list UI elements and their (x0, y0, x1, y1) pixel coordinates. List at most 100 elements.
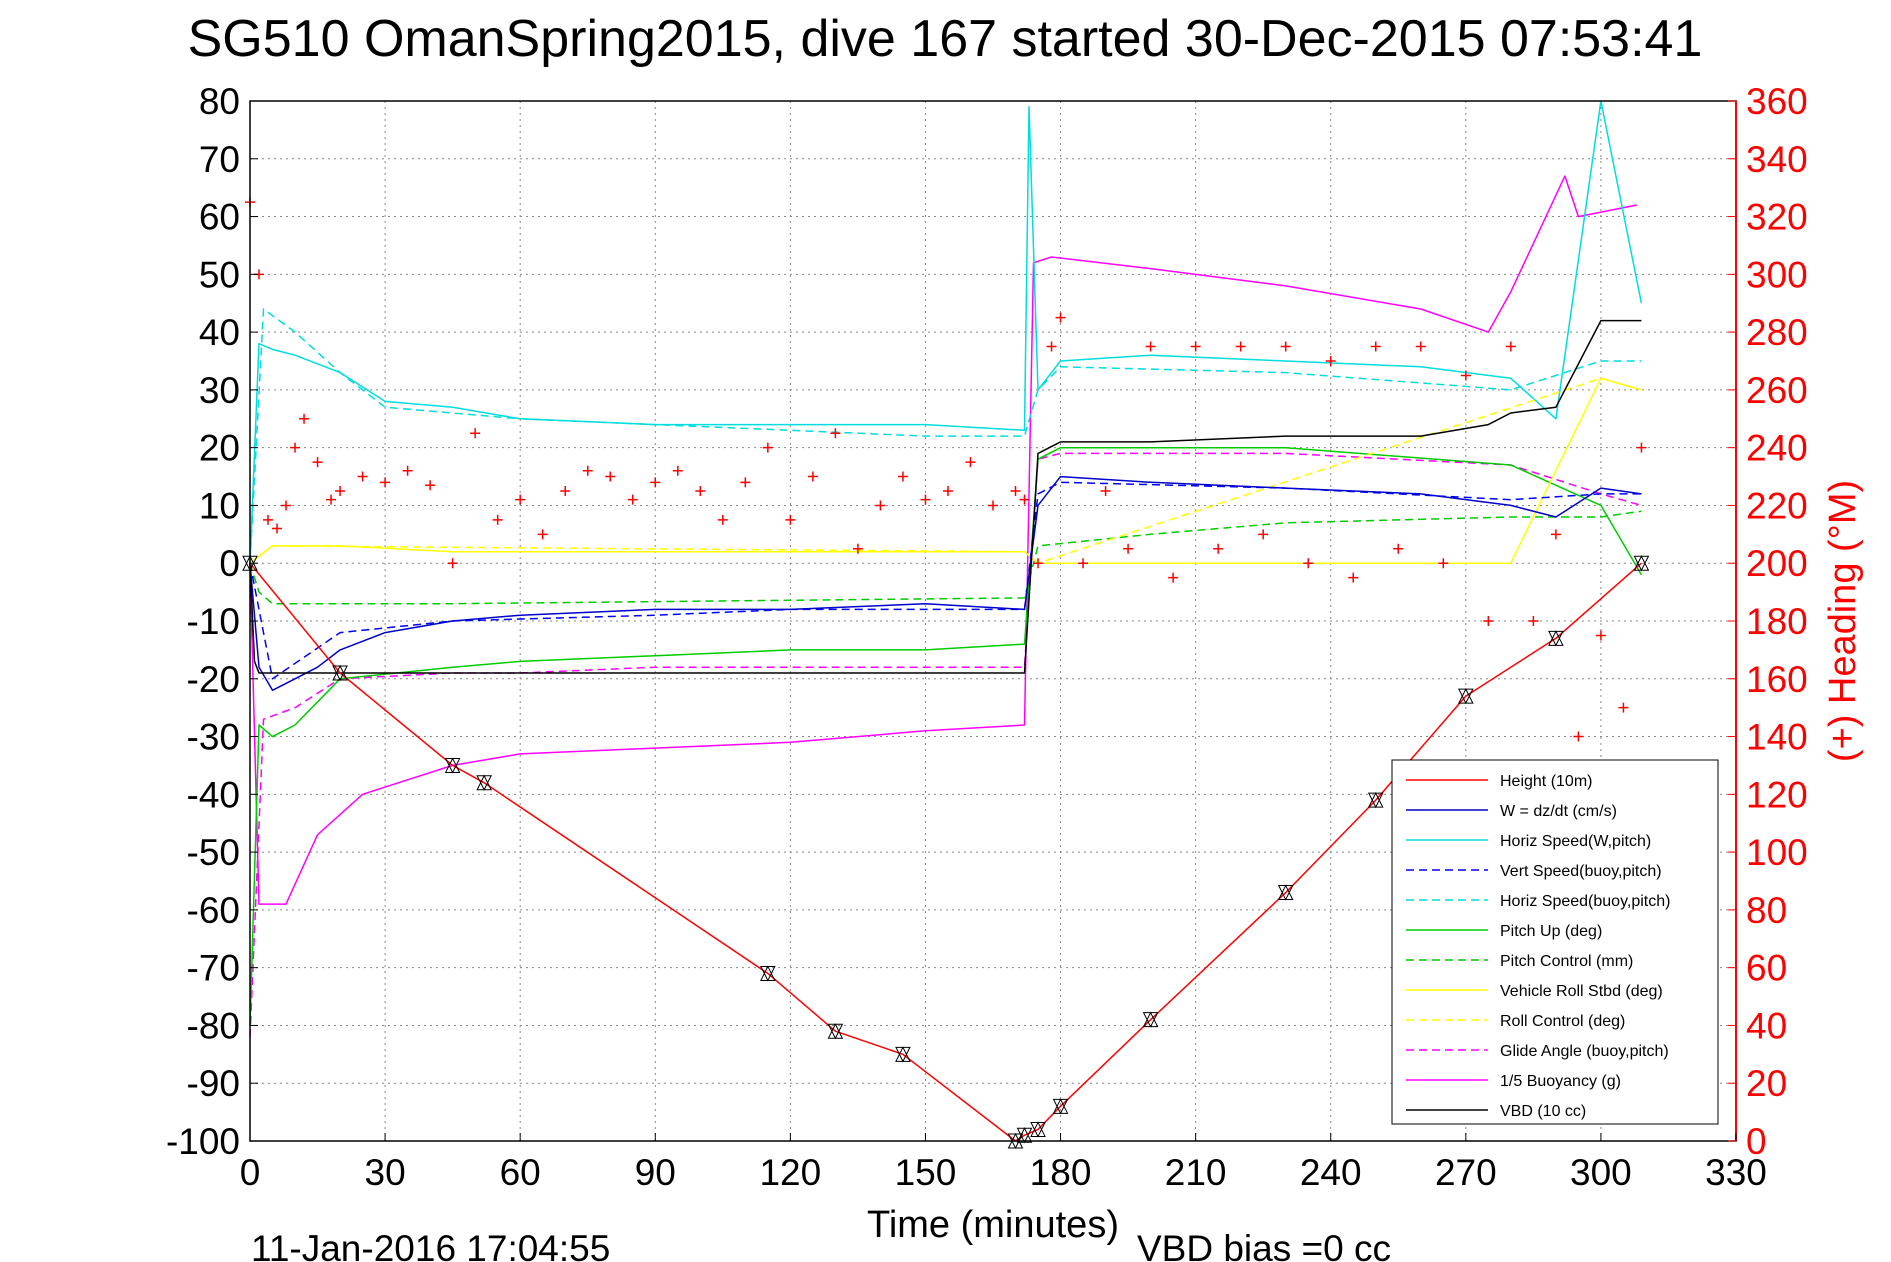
y-tick-label: -40 (187, 774, 240, 815)
y-tick-label: 50 (199, 254, 240, 295)
y2-tick-label: 320 (1746, 197, 1808, 238)
legend-entry: Pitch Control (mm) (1500, 953, 1633, 970)
heading-point (1100, 486, 1111, 496)
heading-point (402, 465, 413, 476)
heading-point (312, 457, 323, 468)
footer-note: VBD bias =0 cc (1137, 1228, 1391, 1262)
heading-point (785, 514, 796, 525)
y2-tick-label: 160 (1746, 659, 1808, 700)
y2-tick-label: 100 (1746, 832, 1808, 873)
y2-tick-label: 240 (1746, 428, 1808, 469)
heading-point (1348, 572, 1359, 583)
heading-point (1078, 558, 1089, 569)
heading-point (740, 477, 751, 488)
heading-point (515, 494, 526, 505)
height-marker (1548, 630, 1564, 647)
height-marker (1277, 884, 1294, 901)
heading-point (299, 413, 310, 424)
x-axis: 0 30 60 90 120 150 180 210 240 270 300 330 (240, 1133, 1767, 1193)
heading-point (830, 428, 841, 439)
series-layer (249, 100, 1643, 1142)
heading-point (357, 471, 368, 482)
heading-point (988, 500, 998, 511)
heading-point (560, 486, 571, 496)
heading-point (425, 480, 436, 491)
y2-tick-label: 0 (1746, 1121, 1767, 1162)
heading-point (1145, 341, 1156, 352)
heading-point (582, 465, 593, 476)
heading-point (1055, 312, 1066, 323)
series-line (249, 308, 1642, 564)
heading-point (380, 477, 391, 488)
chart-title: SG510 OmanSpring2015, dive 167 started 3… (188, 10, 1703, 68)
y-axis-left: 80 70 60 50 40 30 20 10 0 -10 -20 -30 -40 -50 -60 -70 -8… (166, 81, 258, 1162)
heading-point (717, 514, 728, 525)
y2-tick-label: 60 (1746, 948, 1787, 989)
y-tick-label: 70 (199, 139, 240, 180)
heading-point (1438, 558, 1449, 569)
heading-point (1235, 341, 1246, 352)
legend-entry: Height (10m) (1500, 773, 1592, 790)
legend-entry: 1/5 Buoyancy (g) (1500, 1073, 1621, 1090)
x-tick-label: 240 (1300, 1152, 1362, 1193)
height-marker (1030, 1121, 1046, 1138)
y-tick-label: -90 (187, 1063, 240, 1104)
footer-date: 11-Jan-2016 17:04:55 (251, 1228, 610, 1262)
heading-point (1550, 529, 1561, 540)
y-tick-label: -80 (187, 1005, 240, 1046)
height-marker (1016, 1127, 1033, 1144)
legend-entry: VBD (10 cc) (1500, 1103, 1586, 1120)
series-line (249, 510, 1642, 605)
legend-entry: Horiz Speed(W,pitch) (1500, 833, 1651, 850)
x-tick-label: 30 (365, 1152, 406, 1193)
heading-point (1046, 341, 1057, 352)
y2-tick-label: 20 (1746, 1063, 1787, 1104)
legend-entry: Pitch Up (deg) (1500, 923, 1602, 940)
y-tick-label: 0 (219, 543, 240, 584)
x-tick-label: 330 (1705, 1152, 1767, 1193)
legend-box (1391, 759, 1719, 1125)
y2-tick-label: 280 (1746, 312, 1808, 353)
heading-point (1636, 442, 1647, 453)
heading-point (290, 442, 301, 453)
heading-point (1595, 630, 1606, 641)
heading-point (281, 500, 292, 511)
height-marker (827, 1023, 844, 1040)
y-tick-label: 20 (199, 428, 240, 469)
y-tick-label: -50 (187, 832, 240, 873)
heading-point (875, 500, 886, 511)
heading-point (762, 442, 773, 453)
heading-point (1528, 616, 1539, 626)
x-tick-label: 210 (1165, 1152, 1227, 1193)
series-line (249, 446, 1643, 1026)
heading-point (1303, 558, 1314, 569)
y-tick-label: -20 (187, 659, 240, 700)
heading-point (447, 558, 458, 569)
y2-tick-label: 300 (1746, 254, 1808, 295)
heading-point (920, 494, 931, 505)
series-line (249, 175, 1638, 905)
x-tick-label: 300 (1570, 1152, 1632, 1193)
legend-entry: Glide Angle (buoy,pitch) (1500, 1043, 1669, 1060)
heading-point (1010, 486, 1021, 496)
heading-point (807, 471, 818, 482)
legend-entry: Vehicle Roll Stbd (deg) (1500, 983, 1663, 1000)
y-tick-label: -60 (187, 890, 240, 931)
heading-point (470, 428, 481, 439)
y2-tick-label: 220 (1746, 485, 1808, 526)
legend-entry: Horiz Speed(buoy,pitch) (1500, 893, 1670, 910)
y2-axis-label: (+) Heading (°M) (1822, 480, 1864, 762)
height-marker (1367, 791, 1384, 809)
y-tick-label: 60 (199, 197, 240, 238)
x-tick-label: 0 (240, 1152, 261, 1193)
series-line (249, 475, 1642, 692)
series-line (249, 377, 1642, 564)
y2-tick-label: 80 (1746, 890, 1787, 931)
y2-tick-label: 140 (1746, 717, 1808, 758)
heading-point (1370, 341, 1381, 352)
y-axis-right: 3603403203002802602402202001801601401201… (1728, 81, 1808, 1162)
series-line (249, 319, 1642, 674)
y2-tick-label: 180 (1746, 601, 1808, 642)
heading-point (1505, 341, 1516, 352)
y-tick-label: -100 (166, 1121, 240, 1162)
